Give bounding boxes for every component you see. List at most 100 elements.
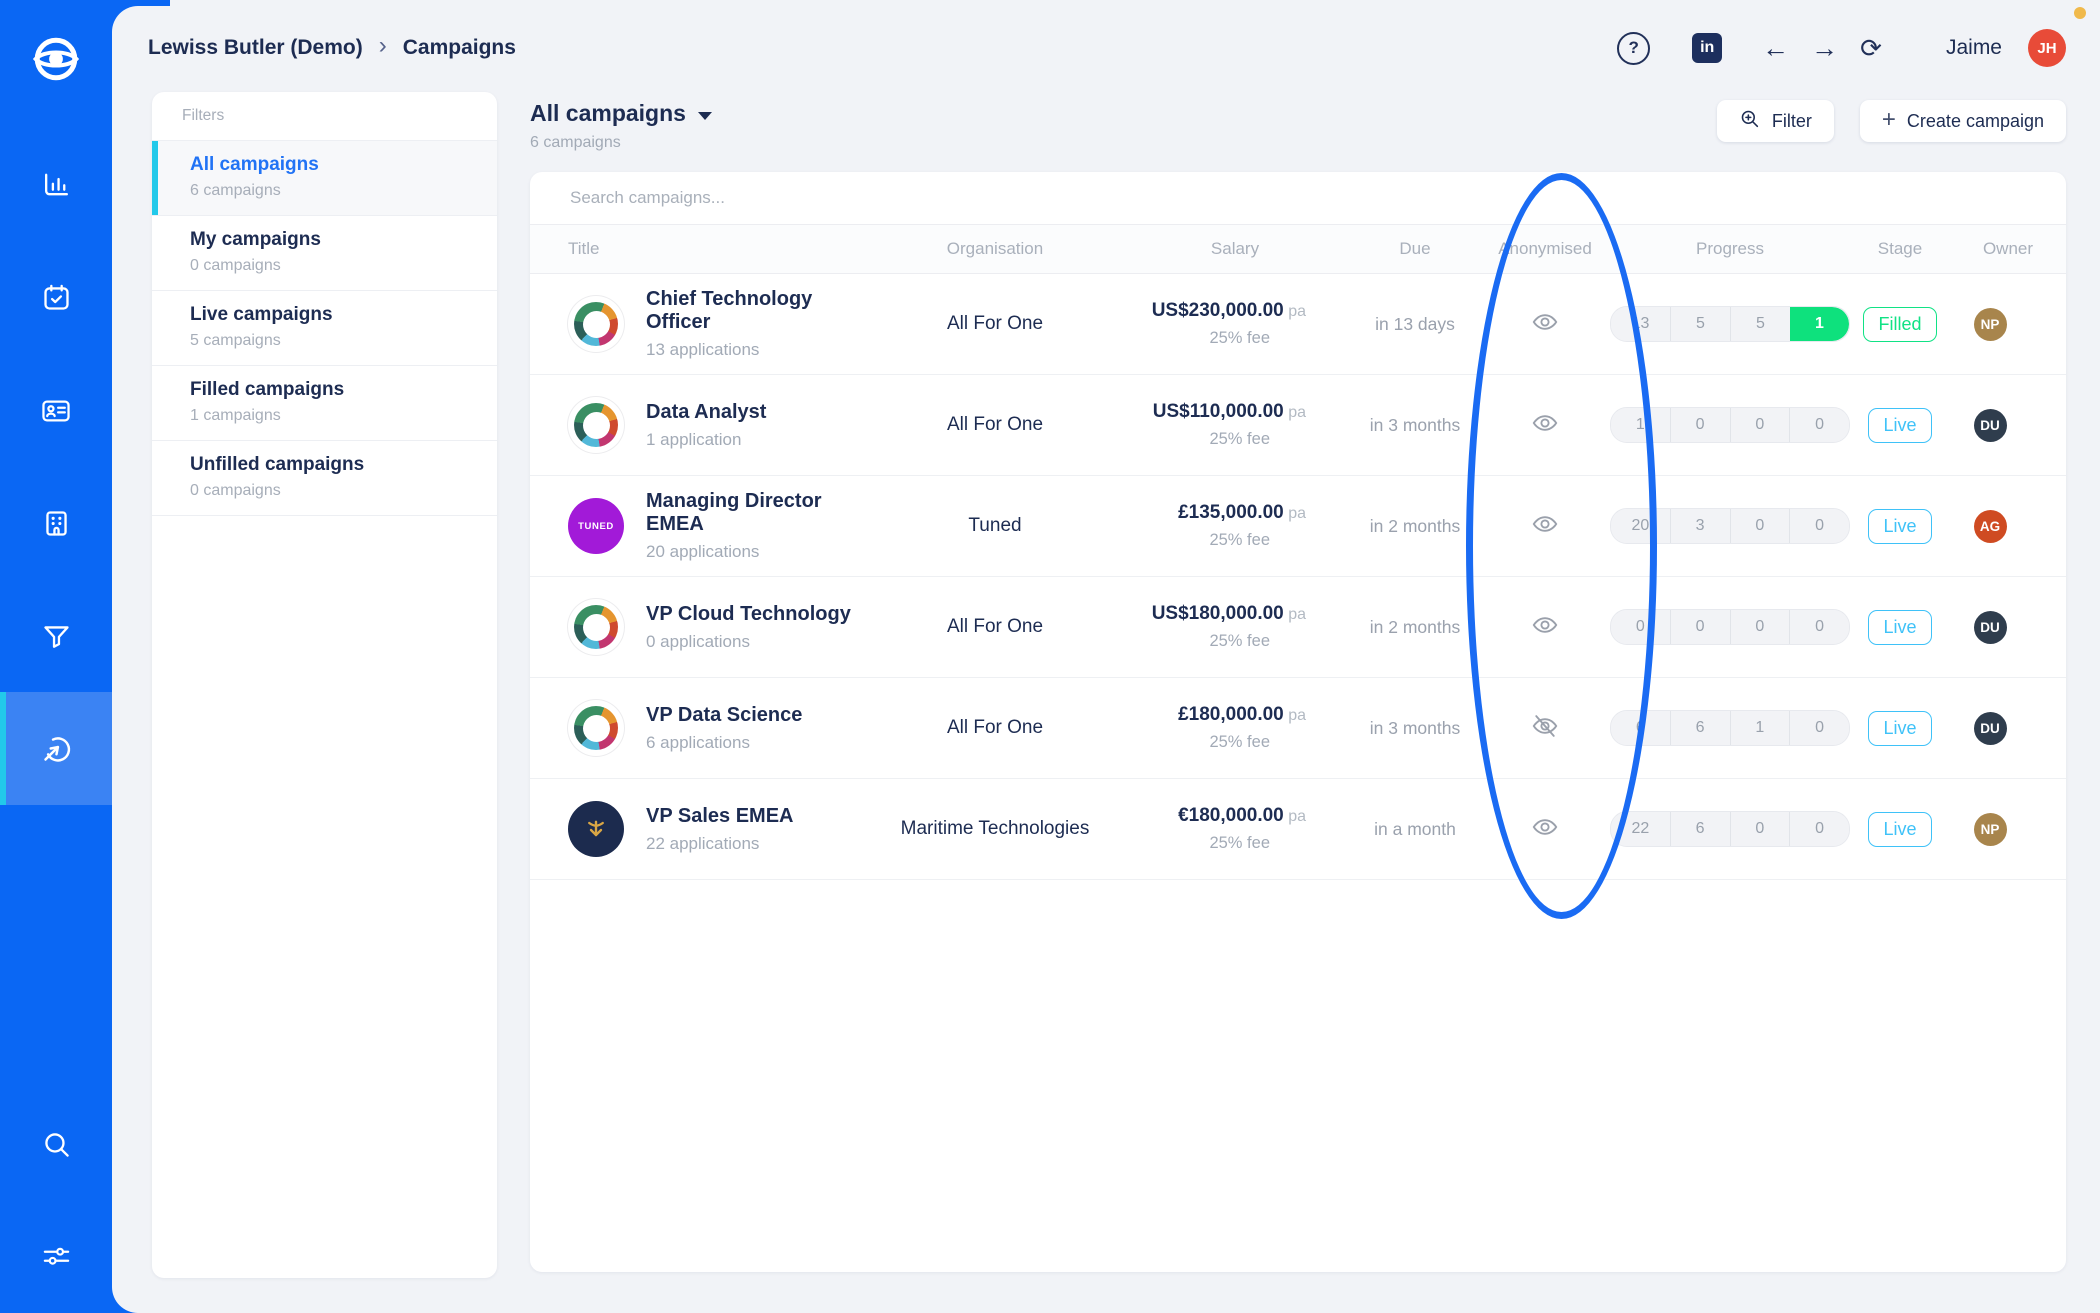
page-title: All campaigns bbox=[530, 100, 686, 126]
user-avatar[interactable]: JH bbox=[2028, 29, 2066, 67]
sidebar-item-pipeline[interactable] bbox=[0, 580, 112, 693]
refresh-icon[interactable]: ⟳ bbox=[1860, 32, 1882, 63]
progress-segment: 5 bbox=[1670, 307, 1730, 341]
filter-label: Filled campaigns bbox=[190, 379, 345, 400]
progress-bar: 22 6 0 0 bbox=[1610, 811, 1850, 847]
table-row[interactable]: Data Analyst 1 application All For One US$1… bbox=[530, 375, 2066, 476]
table-row[interactable]: Chief Technology Officer 13 applications A… bbox=[530, 274, 2066, 375]
eye-icon[interactable] bbox=[1531, 409, 1559, 442]
due-cell: in 3 months bbox=[1369, 414, 1461, 435]
filter-button-label: Filter bbox=[1771, 110, 1812, 131]
table-row[interactable]: VP Data Science 6 applications All For One… bbox=[530, 678, 2066, 779]
campaigns-table: Title Organisation Salary Due Anonymised Prog… bbox=[530, 172, 2066, 1272]
sidebar-item-calendar[interactable] bbox=[0, 241, 112, 354]
filter-item-unfilled-campaigns[interactable]: Unfilled campaigns 0 campaigns bbox=[152, 441, 497, 516]
stage-cell: Live bbox=[1850, 407, 1950, 443]
recording-dot bbox=[2074, 7, 2086, 19]
breadcrumb-campaigns[interactable]: Campaigns bbox=[402, 36, 516, 59]
salary-line: £135,000.00 pa bbox=[1120, 502, 1306, 524]
funnel-icon bbox=[41, 621, 72, 652]
sidebar-item-companies[interactable] bbox=[0, 467, 112, 580]
filter-item-live-campaigns[interactable]: Live campaigns 5 campaigns bbox=[152, 291, 497, 366]
chevron-down-icon bbox=[697, 111, 712, 120]
salary-cell: US$180,000.00 pa 25% fee bbox=[1120, 603, 1350, 651]
eye-off-icon[interactable] bbox=[1531, 712, 1559, 745]
anonymised-cell bbox=[1480, 409, 1610, 442]
sidebar-item-campaigns[interactable] bbox=[0, 692, 112, 805]
stage-badge: Live bbox=[1868, 407, 1932, 443]
back-arrow-icon[interactable]: ← bbox=[1762, 32, 1790, 63]
salary-amount: £135,000.00 bbox=[1178, 502, 1284, 523]
filter-item-my-campaigns[interactable]: My campaigns 0 campaigns bbox=[152, 216, 497, 291]
sidebar-item-analytics[interactable] bbox=[0, 128, 112, 241]
progress-segment: 6 bbox=[1611, 711, 1670, 745]
due-cell: in 3 months bbox=[1369, 717, 1461, 738]
organisation-logo-all-for-one bbox=[568, 700, 624, 756]
column-header-stage: Stage bbox=[1877, 239, 1923, 258]
settings-sliders-icon bbox=[41, 1241, 72, 1272]
filter-item-all-campaigns[interactable]: All campaigns 6 campaigns bbox=[152, 141, 497, 216]
progress-cell: 13 5 5 1 bbox=[1610, 306, 1850, 342]
sidebar-item-candidates[interactable] bbox=[0, 354, 112, 467]
filter-label: My campaigns bbox=[190, 229, 321, 250]
breadcrumb-client[interactable]: Lewiss Butler (Demo) bbox=[148, 36, 363, 59]
owner-avatar: NP bbox=[1973, 307, 2007, 341]
campaign-view-dropdown[interactable]: All campaigns 6 campaigns bbox=[530, 100, 712, 152]
salary-cell: £180,000.00 pa 25% fee bbox=[1120, 704, 1350, 752]
progress-segment: 0 bbox=[1729, 610, 1790, 644]
stage-cell: Live bbox=[1850, 609, 1950, 645]
table-row[interactable]: VP Sales EMEA 22 applications Maritime Tec… bbox=[530, 779, 2066, 880]
organisation-logo-ring bbox=[574, 403, 618, 447]
sidebar-item-settings[interactable] bbox=[0, 1200, 112, 1313]
eye-icon[interactable] bbox=[1531, 308, 1559, 341]
salary-line: US$110,000.00 pa bbox=[1120, 401, 1306, 423]
chevron-right-icon: › bbox=[378, 32, 387, 59]
progress-segment: 0 bbox=[1789, 711, 1849, 745]
stage-badge: Live bbox=[1868, 609, 1932, 645]
progress-segment: 0 bbox=[1789, 812, 1849, 846]
filter-button[interactable]: Filter bbox=[1716, 100, 1834, 142]
column-header-salary: Salary bbox=[1210, 239, 1260, 258]
owner-avatar: DU bbox=[1973, 408, 2007, 442]
salary-amount: US$230,000.00 bbox=[1151, 300, 1284, 321]
stage-badge: Live bbox=[1868, 508, 1932, 544]
progress-segment: 0 bbox=[1669, 610, 1730, 644]
filter-item-filled-campaigns[interactable]: Filled campaigns 1 campaigns bbox=[152, 366, 497, 441]
filter-count: 1 campaigns bbox=[190, 407, 281, 424]
table-row[interactable]: VP Cloud Technology 0 applications All For… bbox=[530, 577, 2066, 678]
eye-icon[interactable] bbox=[1531, 510, 1559, 543]
eye-icon[interactable] bbox=[1531, 611, 1559, 644]
salary-fee: 25% fee bbox=[1209, 531, 1270, 549]
sidebar-item-search[interactable] bbox=[0, 1088, 112, 1201]
campaign-count: 6 campaigns bbox=[530, 134, 621, 151]
search-input[interactable] bbox=[530, 188, 2066, 208]
owner-avatar: NP bbox=[1973, 812, 2007, 846]
campaign-title: Chief Technology Officer bbox=[646, 288, 813, 333]
forward-arrow-icon[interactable]: → bbox=[1811, 32, 1839, 63]
filters-title: Filters bbox=[152, 92, 497, 141]
search-row bbox=[530, 172, 2066, 224]
due-cell: in 13 days bbox=[1375, 313, 1455, 334]
progress-cell: 22 6 0 0 bbox=[1610, 811, 1850, 847]
progress-cell: 20 3 0 0 bbox=[1610, 508, 1850, 544]
app-logo-eye-icon bbox=[0, 34, 112, 84]
owner-cell: DU bbox=[1950, 711, 2066, 745]
owner-cell: AG bbox=[1950, 509, 2066, 543]
create-campaign-label: Create campaign bbox=[1906, 110, 2044, 131]
salary-cell: US$110,000.00 pa 25% fee bbox=[1120, 401, 1350, 449]
create-campaign-button[interactable]: + Create campaign bbox=[1859, 100, 2066, 142]
eye-icon[interactable] bbox=[1531, 813, 1559, 846]
search-icon bbox=[41, 1129, 72, 1160]
applications-count: 13 applications bbox=[646, 340, 760, 359]
linkedin-icon[interactable]: in bbox=[1692, 33, 1723, 63]
filter-label: Unfilled campaigns bbox=[190, 454, 365, 475]
main-header: All campaigns 6 campaigns Filter + Creat… bbox=[530, 100, 2066, 152]
salary-amount: US$110,000.00 bbox=[1152, 401, 1284, 422]
organisation-logo-all-for-one bbox=[568, 296, 624, 352]
help-icon[interactable]: ? bbox=[1617, 31, 1651, 65]
table-row[interactable]: TUNED Managing Director EMEA 20 applicatio… bbox=[530, 476, 2066, 577]
organisation-logo-maritime bbox=[568, 801, 624, 857]
